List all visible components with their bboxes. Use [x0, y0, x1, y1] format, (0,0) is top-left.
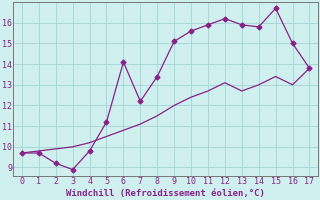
X-axis label: Windchill (Refroidissement éolien,°C): Windchill (Refroidissement éolien,°C): [66, 189, 265, 198]
